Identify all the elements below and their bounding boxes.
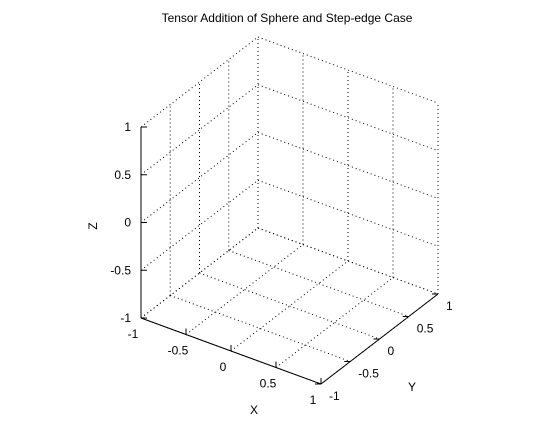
grid-line-back-z (257, 36, 439, 104)
grid-line-floor-x (185, 244, 304, 335)
grid-line-floor-x (230, 260, 349, 352)
y-axis-label: Y (408, 380, 416, 394)
z-tick-label: 1 (124, 120, 131, 134)
x-axis-label: X (250, 403, 258, 417)
chart-title: Tensor Addition of Sphere and Step-edge … (162, 11, 413, 25)
x-tick-label: 1 (310, 393, 317, 407)
z-tick-label: -0.5 (110, 263, 131, 277)
x-tick-label: -1 (128, 327, 139, 341)
x-tick-label: 0.5 (260, 377, 277, 391)
z-tick-label: 0.5 (114, 168, 131, 182)
y-tick-label: 0.5 (417, 322, 434, 336)
grid-line-floor-y (199, 272, 380, 340)
grid-line-left-z (140, 179, 259, 271)
x-tick-label: -0.5 (168, 344, 189, 358)
grid-line-left-z (140, 36, 259, 128)
axis-layer (140, 126, 439, 385)
grid-line-floor-x (275, 277, 394, 368)
grid-line-left-z (140, 84, 259, 176)
z-tick-label: -1 (120, 311, 131, 325)
y-tick-label: -1 (329, 389, 340, 403)
z-tick-label: 0 (124, 216, 131, 230)
y-tick-label: 0 (388, 344, 395, 358)
tick-labels: -1 -0.5 0 0.5 1 -1 -0.5 0 0.5 1 -1 -0.5 0 0.5 1 (110, 120, 453, 407)
grid-line-floor-y (228, 250, 409, 317)
grid-line-left-z (140, 227, 259, 319)
z-axis-label: Z (86, 222, 100, 229)
y-tick-label: 1 (446, 299, 453, 313)
x-tick-label: 0 (220, 360, 227, 374)
y-tick-label: -0.5 (358, 367, 379, 381)
grid-line-left-z (140, 132, 259, 223)
